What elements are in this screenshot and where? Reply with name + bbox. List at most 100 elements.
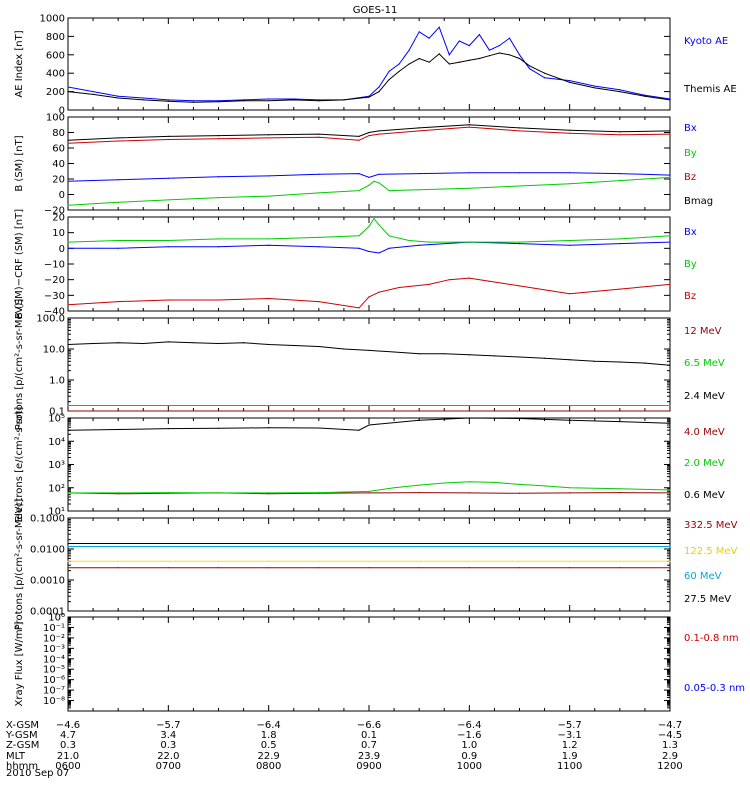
data-point xyxy=(418,127,420,129)
data-point xyxy=(318,560,320,562)
panel-frame xyxy=(67,616,671,712)
series-line-bx xyxy=(68,241,671,254)
data-point xyxy=(117,137,119,139)
legend-entry: 0.05-0.3 nm xyxy=(684,683,745,694)
y-tick-label: 10⁻⁵ xyxy=(43,665,65,676)
data-point xyxy=(378,291,380,293)
data-point xyxy=(518,130,521,132)
data-point xyxy=(268,493,270,495)
data-point xyxy=(293,99,295,101)
data-point xyxy=(217,492,220,494)
data-point xyxy=(418,172,420,175)
legend-entry: 0.6 MeV xyxy=(684,490,725,501)
data-point xyxy=(373,217,375,220)
data-point xyxy=(528,65,531,67)
data-point xyxy=(217,176,220,178)
y-tick-label: 10³ xyxy=(48,460,65,471)
data-point xyxy=(217,246,220,248)
x-tick-label: 1.0 xyxy=(461,740,477,751)
x-tick-label: 1100 xyxy=(557,761,582,772)
data-point xyxy=(268,343,270,346)
data-point xyxy=(619,288,621,290)
data-point xyxy=(117,247,119,249)
data-point xyxy=(67,567,69,569)
data-point xyxy=(358,172,360,175)
data-point xyxy=(619,560,621,562)
data-point xyxy=(569,404,571,407)
x-tick-label: −4.5 xyxy=(658,730,682,741)
data-point xyxy=(242,99,245,101)
x-tick-label: 1.8 xyxy=(261,730,277,741)
data-point xyxy=(619,134,621,136)
data-point xyxy=(458,61,460,63)
x-tick-label: −1.6 xyxy=(457,730,481,741)
data-point xyxy=(318,567,320,569)
data-point xyxy=(268,195,270,197)
data-point xyxy=(268,567,270,569)
data-point xyxy=(268,492,270,494)
legend-entry: 12 MeV xyxy=(684,326,722,337)
data-point xyxy=(268,175,270,177)
legend-entry: 27.5 MeV xyxy=(684,594,731,605)
data-point xyxy=(368,131,370,134)
data-point xyxy=(669,98,671,100)
data-point xyxy=(418,404,420,407)
y-tick-label: 10² xyxy=(48,483,65,494)
series-line-by xyxy=(67,217,671,243)
data-point xyxy=(293,344,295,347)
data-point xyxy=(669,174,671,176)
data-point xyxy=(117,567,119,569)
y-axis-label: Xray Flux [W/m²] xyxy=(14,621,25,706)
x-row-label: Z-GSM xyxy=(6,740,39,751)
y-tick-label: 10⁻⁸ xyxy=(43,696,65,707)
data-point xyxy=(418,189,420,191)
data-point xyxy=(268,297,270,300)
data-point xyxy=(468,545,470,548)
data-point xyxy=(468,560,470,562)
data-point xyxy=(117,201,119,203)
data-point xyxy=(217,138,220,140)
y-tick-label: −20 xyxy=(44,206,65,217)
data-point xyxy=(428,61,430,63)
data-point xyxy=(217,238,220,240)
data-point xyxy=(443,482,445,484)
data-point xyxy=(117,342,119,344)
data-point xyxy=(318,545,320,548)
data-point xyxy=(358,307,360,309)
data-point xyxy=(167,341,169,343)
data-point xyxy=(217,410,220,412)
data-point xyxy=(468,417,470,419)
legend-entry: 6.5 MeV xyxy=(684,358,725,369)
data-point xyxy=(368,545,370,548)
data-point xyxy=(669,567,671,569)
data-point xyxy=(92,342,94,345)
data-point xyxy=(117,404,119,407)
data-point xyxy=(318,410,320,412)
data-point xyxy=(117,97,119,99)
data-point xyxy=(378,130,380,132)
data-point xyxy=(508,54,511,56)
series-line-2-4-mev xyxy=(67,341,671,366)
data-point xyxy=(543,72,546,74)
data-point xyxy=(378,86,380,88)
data-point xyxy=(518,492,521,494)
data-point xyxy=(458,40,460,42)
data-point xyxy=(167,428,169,430)
x-tick-label: 0.7 xyxy=(361,740,377,751)
data-point xyxy=(67,142,69,144)
data-point xyxy=(167,246,169,248)
data-point xyxy=(217,101,220,103)
data-point xyxy=(67,545,69,548)
data-point xyxy=(518,241,521,243)
data-point xyxy=(368,404,370,407)
data-point xyxy=(518,127,521,129)
data-point xyxy=(468,241,470,243)
data-point xyxy=(117,492,119,494)
panel-electrons: 10¹ 10² 10³ 10⁴ 10⁵ Electrons [e/(cm²-s-sr)] 4… xyxy=(14,407,725,523)
data-point xyxy=(217,427,220,429)
x-tick-label: 1.3 xyxy=(662,740,678,751)
data-point xyxy=(569,293,571,295)
data-point xyxy=(619,361,621,363)
data-point xyxy=(318,173,320,175)
data-point xyxy=(669,99,671,101)
